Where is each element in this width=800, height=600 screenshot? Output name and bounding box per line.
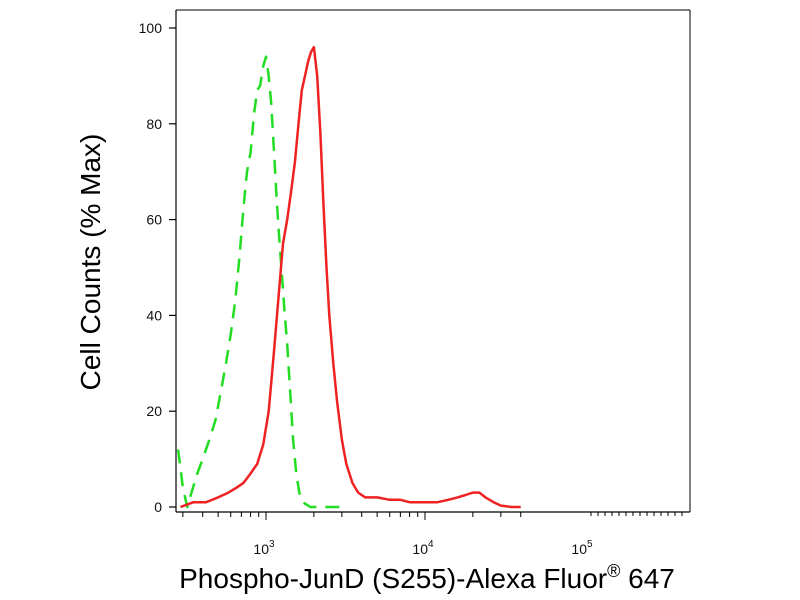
y-tick-label-40: 40 [146,307,162,323]
x-tick-label-10000: 104 [412,539,434,557]
y-tick-label-60: 60 [146,212,162,228]
y-tick-label-0: 0 [154,499,162,515]
x-axis-title-superscript: ® [607,561,620,581]
x-tick-label-exponent: 5 [587,539,593,550]
x-tick-label-base: 10 [571,541,587,557]
x-tick-label-exponent: 4 [428,539,434,550]
x-tick-label-100000: 105 [571,539,593,557]
x-axis-title: Phospho-JunD (S255)-Alexa Fluor® 647 [179,561,675,594]
y-tick-label-100: 100 [139,20,163,36]
y-axis-title: Cell Counts (% Max) [75,134,106,391]
series-line-solid [180,45,521,509]
y-tick-label-80: 80 [146,116,162,132]
x-axis-title-main: Phospho-JunD (S255)-Alexa Fluor [179,563,607,594]
y-axis-ticks: 0 20 40 60 80 100 [139,20,176,515]
x-tick-label-exponent: 3 [269,539,275,550]
series-line-dashed [176,55,342,509]
x-axis-title-suffix: 647 [620,563,675,594]
x-tick-label-base: 10 [412,541,428,557]
y-tick-label-20: 20 [146,403,162,419]
x-axis-ticks: 103 104 105 [182,512,683,557]
x-tick-label-base: 10 [253,541,269,557]
x-tick-label-1000: 103 [253,539,275,557]
series-group [176,45,521,509]
